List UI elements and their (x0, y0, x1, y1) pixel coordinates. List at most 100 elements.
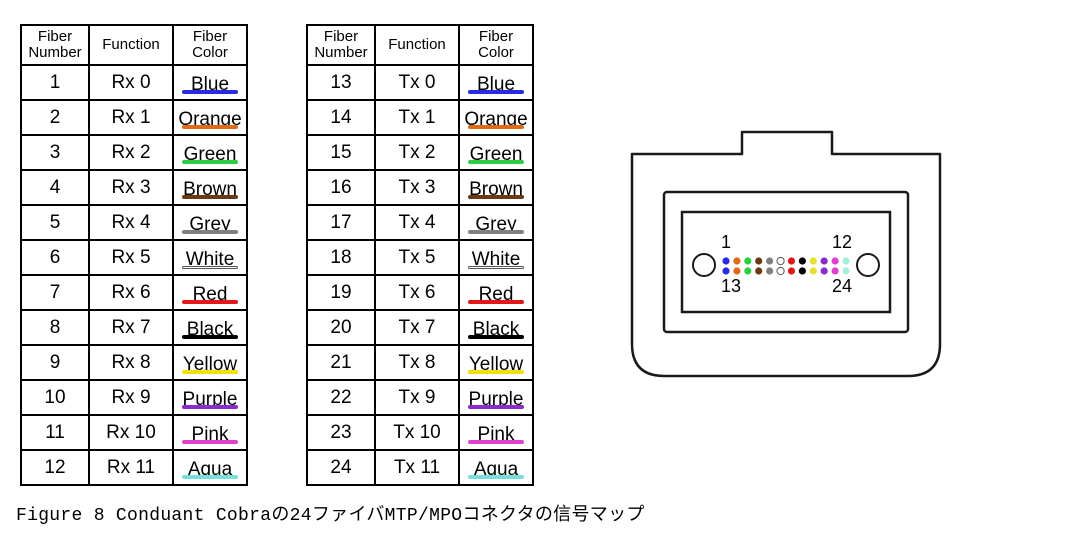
table-row: 16Tx 3Brown (307, 170, 533, 205)
function-cell: Tx 6 (375, 275, 459, 310)
table-row: 21Tx 8Yellow (307, 345, 533, 380)
table-row: 2Rx 1Orange (21, 100, 247, 135)
table-row: 24Tx 11Aqua (307, 450, 533, 485)
fiber-number-cell: 13 (307, 65, 375, 100)
table-row: 13Tx 0Blue (307, 65, 533, 100)
function-cell: Rx 9 (89, 380, 173, 415)
fiber-number-cell: 1 (21, 65, 89, 100)
function-cell: Tx 2 (375, 135, 459, 170)
table-row: 7Rx 6Red (21, 275, 247, 310)
fiber-number-cell: 24 (307, 450, 375, 485)
fiber-number-cell: 21 (307, 345, 375, 380)
th-function: Function (89, 25, 173, 65)
fiber-number-cell: 12 (21, 450, 89, 485)
th-fiber-number: Fiber Number (307, 25, 375, 65)
table-row: 18Tx 5White (307, 240, 533, 275)
fiber-color-cell: Brown (459, 170, 533, 205)
th-fiber-color: Fiber Color (173, 25, 247, 65)
fiber-color-cell: Aqua (173, 450, 247, 485)
table-row: 1Rx 0Blue (21, 65, 247, 100)
th-function: Function (375, 25, 459, 65)
svg-text:1: 1 (721, 232, 731, 252)
table-row: 8Rx 7Black (21, 310, 247, 345)
function-cell: Tx 9 (375, 380, 459, 415)
svg-text:24: 24 (832, 276, 852, 296)
function-cell: Rx 3 (89, 170, 173, 205)
table-row: 11Rx 10Pink (21, 415, 247, 450)
fiber-color-cell: Orange (173, 100, 247, 135)
fiber-color-cell: Blue (459, 65, 533, 100)
table-row: 6Rx 5White (21, 240, 247, 275)
fiber-number-cell: 17 (307, 205, 375, 240)
table-row: 5Rx 4Grey (21, 205, 247, 240)
fiber-number-cell: 3 (21, 135, 89, 170)
function-cell: Tx 7 (375, 310, 459, 345)
fiber-number-cell: 14 (307, 100, 375, 135)
fiber-color-cell: Grey (173, 205, 247, 240)
fiber-color-cell: Aqua (459, 450, 533, 485)
fiber-number-cell: 4 (21, 170, 89, 205)
function-cell: Tx 5 (375, 240, 459, 275)
figure-caption: Figure 8 Conduant Cobraの24ファイバMTP/MPOコネク… (16, 500, 645, 526)
table-row: 20Tx 7Black (307, 310, 533, 345)
fiber-number-cell: 7 (21, 275, 89, 310)
function-cell: Tx 4 (375, 205, 459, 240)
th-fiber-color: Fiber Color (459, 25, 533, 65)
fiber-number-cell: 19 (307, 275, 375, 310)
fiber-number-cell: 11 (21, 415, 89, 450)
fiber-color-cell: White (459, 240, 533, 275)
function-cell: Rx 5 (89, 240, 173, 275)
function-cell: Rx 10 (89, 415, 173, 450)
fiber-number-cell: 20 (307, 310, 375, 345)
function-cell: Tx 0 (375, 65, 459, 100)
function-cell: Tx 8 (375, 345, 459, 380)
fiber-number-cell: 15 (307, 135, 375, 170)
fiber-number-cell: 23 (307, 415, 375, 450)
fiber-color-cell: Red (173, 275, 247, 310)
function-cell: Rx 6 (89, 275, 173, 310)
fiber-color-cell: Green (459, 135, 533, 170)
table-row: 4Rx 3Brown (21, 170, 247, 205)
fiber-color-cell: Black (173, 310, 247, 345)
function-cell: Rx 7 (89, 310, 173, 345)
fiber-color-cell: Black (459, 310, 533, 345)
fiber-color-cell: Pink (173, 415, 247, 450)
fiber-number-cell: 6 (21, 240, 89, 275)
fiber-color-cell: Green (173, 135, 247, 170)
fiber-color-cell: Purple (173, 380, 247, 415)
fiber-color-cell: Brown (173, 170, 247, 205)
fiber-number-cell: 2 (21, 100, 89, 135)
connector-diagram: 1121324 (602, 94, 972, 394)
table-row: 3Rx 2Green (21, 135, 247, 170)
fiber-number-cell: 18 (307, 240, 375, 275)
fiber-color-cell: Red (459, 275, 533, 310)
fiber-color-cell: White (173, 240, 247, 275)
fiber-number-cell: 10 (21, 380, 89, 415)
svg-text:13: 13 (721, 276, 741, 296)
table-row: 10Rx 9Purple (21, 380, 247, 415)
fiber-number-cell: 5 (21, 205, 89, 240)
function-cell: Tx 3 (375, 170, 459, 205)
th-fiber-number: Fiber Number (21, 25, 89, 65)
fiber-color-cell: Pink (459, 415, 533, 450)
table-row: 19Tx 6Red (307, 275, 533, 310)
tx-body: 13Tx 0Blue14Tx 1Orange15Tx 2Green16Tx 3B… (307, 65, 533, 485)
function-cell: Tx 10 (375, 415, 459, 450)
table-row: 9Rx 8Yellow (21, 345, 247, 380)
function-cell: Tx 11 (375, 450, 459, 485)
table-row: 17Tx 4Grey (307, 205, 533, 240)
fiber-number-cell: 22 (307, 380, 375, 415)
fiber-color-cell: Yellow (459, 345, 533, 380)
table-row: 14Tx 1Orange (307, 100, 533, 135)
table-row: 23Tx 10Pink (307, 415, 533, 450)
table-row: 22Tx 9Purple (307, 380, 533, 415)
fiber-color-cell: Yellow (173, 345, 247, 380)
function-cell: Tx 1 (375, 100, 459, 135)
function-cell: Rx 1 (89, 100, 173, 135)
fiber-color-cell: Orange (459, 100, 533, 135)
fiber-table-tx: Fiber Number Function Fiber Color 13Tx 0… (306, 24, 534, 486)
fiber-number-cell: 16 (307, 170, 375, 205)
function-cell: Rx 4 (89, 205, 173, 240)
function-cell: Rx 8 (89, 345, 173, 380)
fiber-table-rx: Fiber Number Function Fiber Color 1Rx 0B… (20, 24, 248, 486)
